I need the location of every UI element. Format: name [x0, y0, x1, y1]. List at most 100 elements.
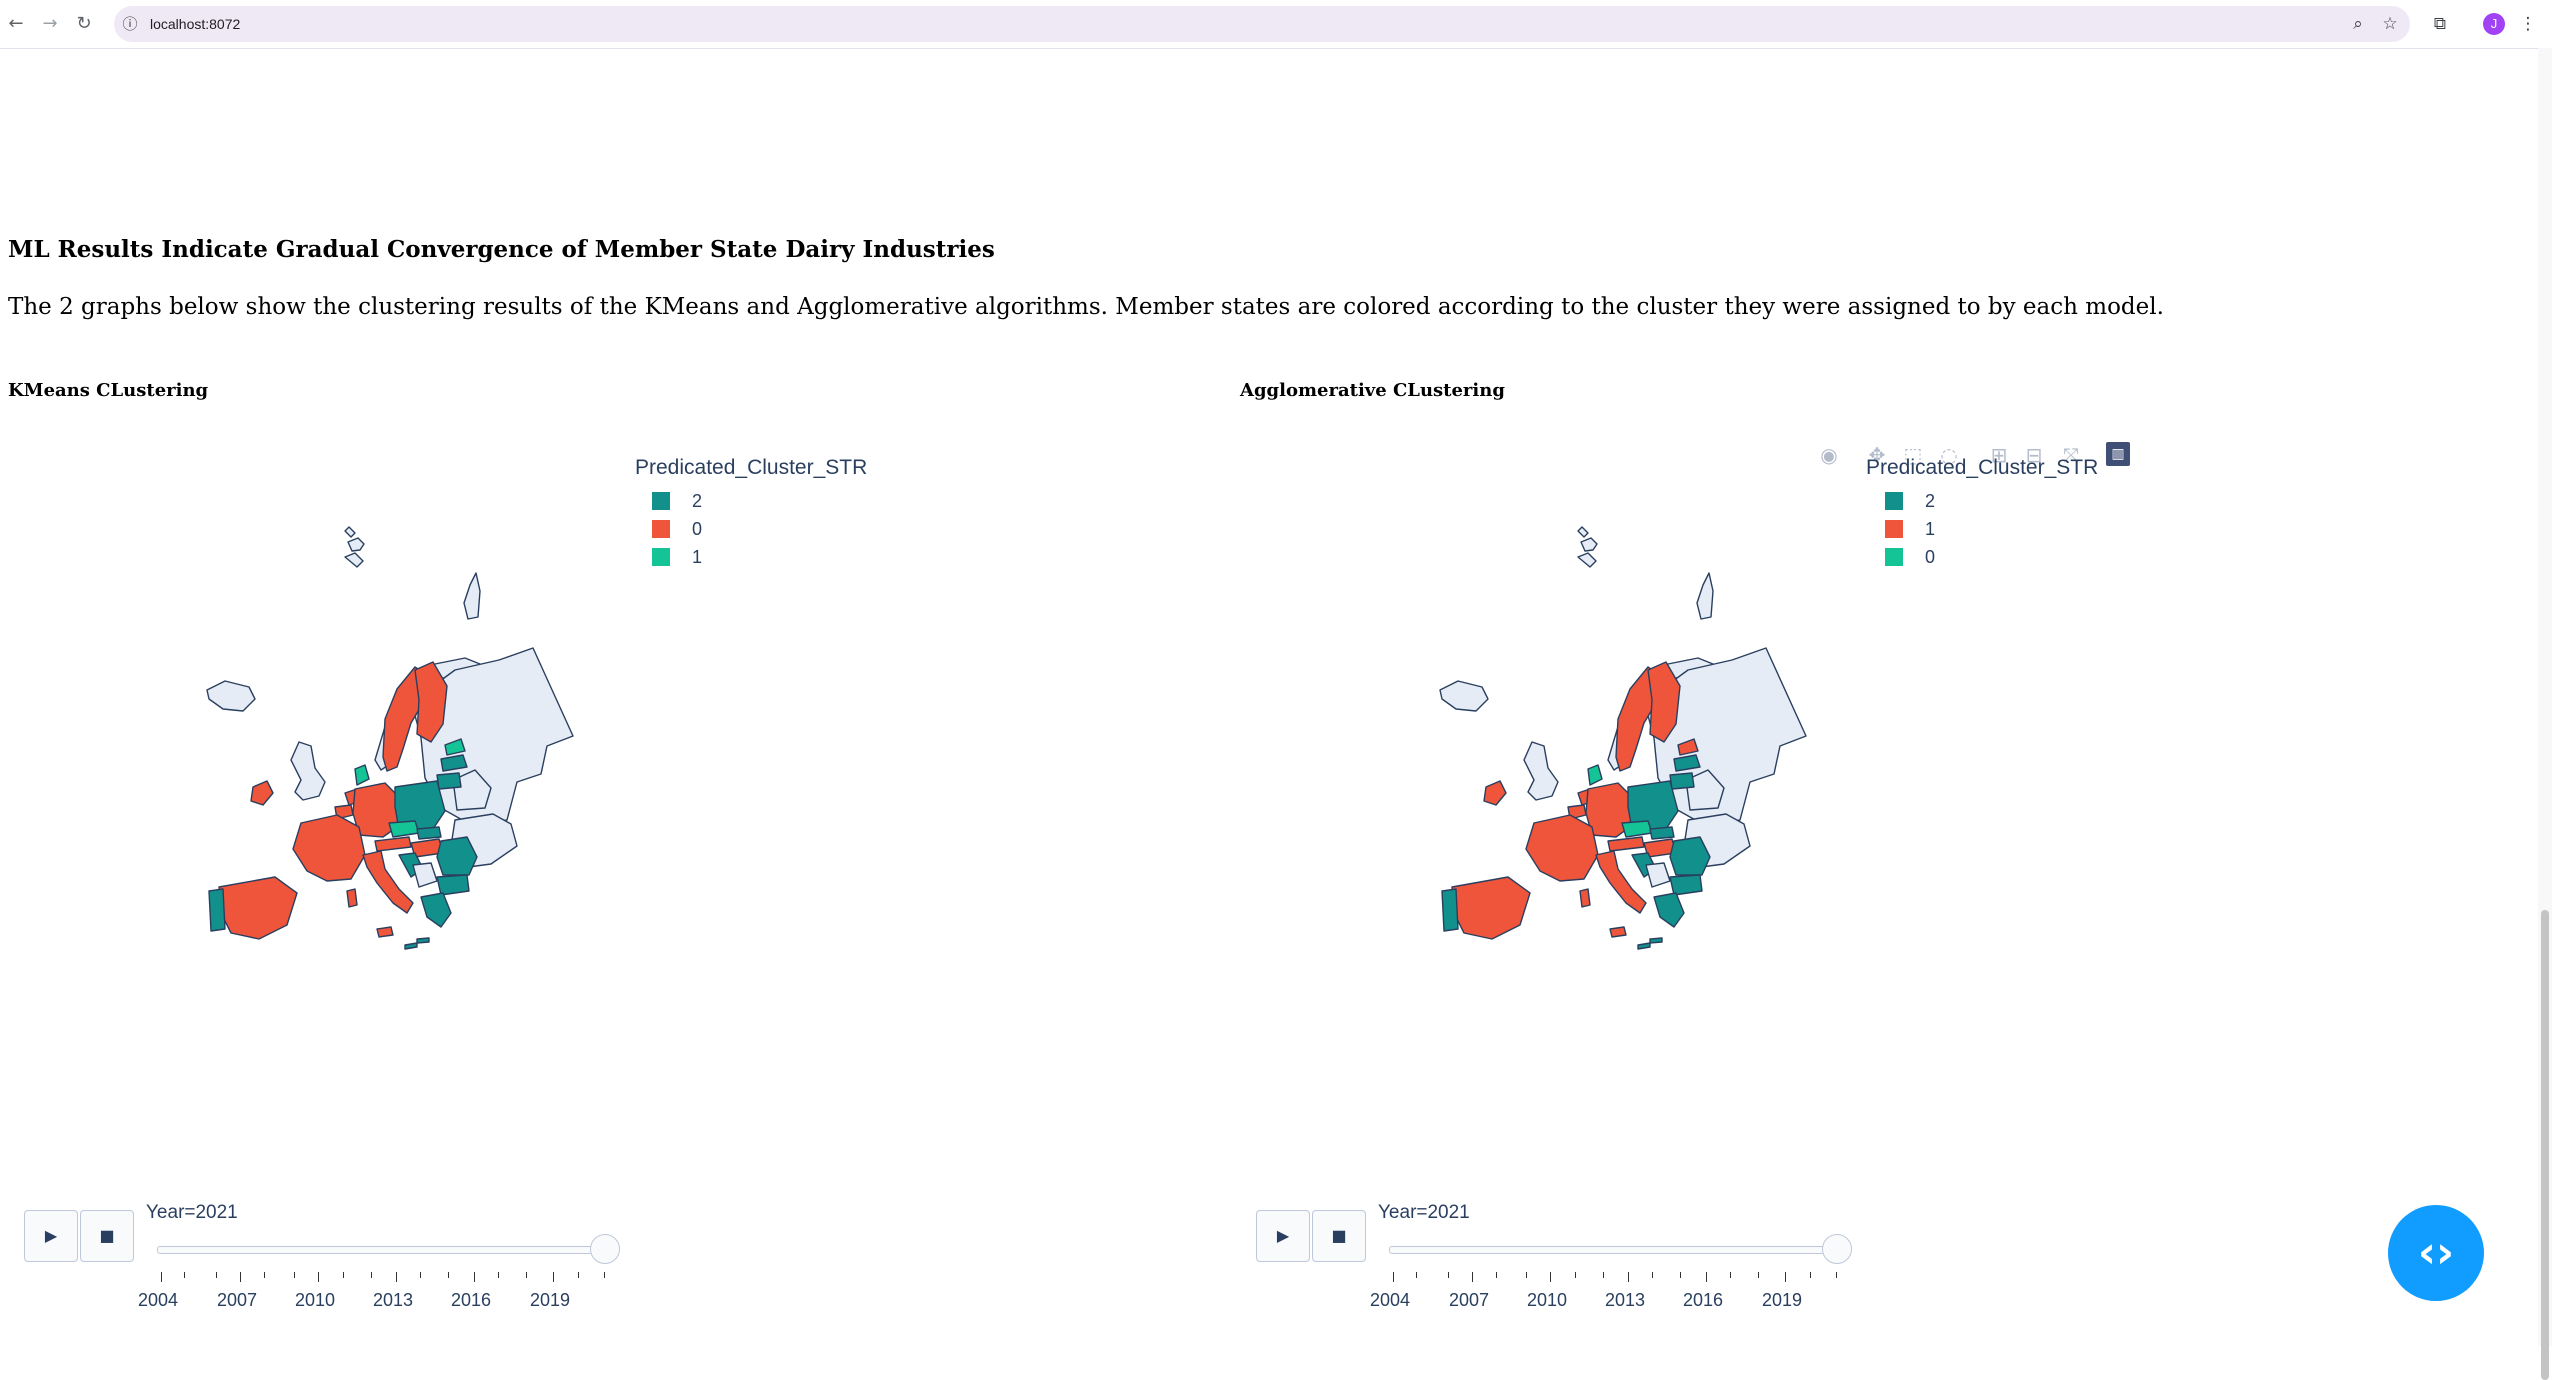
section-title: ML Results Indicate Gradual Convergence …: [8, 236, 995, 263]
agglomerative-tick-label[interactable]: 2013: [1605, 1290, 1646, 1310]
zoom-icon[interactable]: ⌕: [2353, 14, 2363, 34]
legend-label: 1: [692, 547, 703, 567]
legend-swatch: [1885, 520, 1903, 538]
belarus-shape: [452, 769, 492, 811]
czechia-shape: [1621, 820, 1653, 838]
bookmark-star-icon[interactable]: ☆: [2382, 14, 2398, 34]
reload-icon[interactable]: ↻: [76, 13, 92, 34]
kmeans-tick-label[interactable]: 2010: [295, 1290, 336, 1310]
kmeans-tick-label[interactable]: 2007: [217, 1290, 258, 1310]
portugal-shape: [208, 888, 226, 932]
dash-devtools-button[interactable]: ‹›: [2388, 1205, 2484, 1301]
agglomerative-year-slider[interactable]: [1389, 1246, 1841, 1254]
kmeans-tick-label[interactable]: 2004: [138, 1290, 179, 1310]
northern-islands-shape: [344, 526, 356, 538]
cyprus-shape: [404, 942, 418, 950]
legend-swatch: [1885, 548, 1903, 566]
agglomerative-stop-button[interactable]: ■: [1312, 1210, 1366, 1262]
jan-mayen-shape: [344, 552, 364, 568]
slovakia-shape: [1649, 826, 1675, 840]
crete-shape: [1649, 937, 1663, 944]
denmark-shape: [1587, 764, 1603, 786]
finland-shape: [414, 661, 448, 743]
box-select-icon[interactable]: ⬚: [1903, 443, 1923, 467]
kmeans-year-slider[interactable]: [157, 1246, 609, 1254]
kmeans-slider-handle[interactable]: [590, 1234, 620, 1264]
pan-icon[interactable]: ✥: [1868, 443, 1886, 467]
agglomerative-tick-label[interactable]: 2019: [1762, 1290, 1803, 1310]
legend-label: 2: [1925, 491, 1936, 511]
browser-toolbar: ← → ↻ ⓘ localhost:8072 ⌕ ☆ ⧉ J ⋮: [0, 0, 2552, 49]
uk-shape: [1523, 741, 1559, 801]
estonia-shape: [444, 738, 466, 756]
stop-icon: ■: [1331, 1226, 1347, 1245]
url-text[interactable]: localhost:8072: [150, 16, 241, 32]
extensions-icon[interactable]: ⧉: [2433, 14, 2447, 34]
site-info-icon[interactable]: ⓘ: [122, 15, 138, 33]
iceland-shape: [206, 680, 256, 712]
sardinia-shape: [1579, 888, 1591, 908]
profile-avatar[interactable]: J: [2483, 13, 2505, 35]
balkans-shape: [412, 862, 438, 888]
legend-swatch: [652, 520, 670, 538]
zoom-in-icon[interactable]: ⊞: [1990, 443, 2008, 467]
kmeans-tick-label[interactable]: 2016: [451, 1290, 492, 1310]
sicily-shape: [376, 926, 394, 938]
crete-shape: [416, 937, 430, 944]
romania-shape: [436, 836, 478, 876]
uk-shape: [290, 741, 326, 801]
ireland-shape: [250, 780, 274, 806]
germany-shape: [1585, 782, 1633, 838]
greece-shape: [1653, 892, 1685, 928]
romania-shape: [1669, 836, 1711, 876]
jan-mayen-shape: [1577, 552, 1597, 568]
kmeans-year-label: Year=2021: [146, 1202, 238, 1223]
kmeans-europe-map[interactable]: [205, 525, 585, 955]
italy-shape: [362, 850, 414, 914]
back-icon[interactable]: ←: [8, 13, 24, 34]
zoom-out-icon[interactable]: ⊟: [2025, 443, 2043, 467]
address-bar[interactable]: [114, 6, 2410, 42]
lasso-icon[interactable]: ◌: [1940, 443, 1958, 467]
latvia-shape: [440, 754, 468, 772]
bulgaria-shape: [436, 874, 470, 896]
kmeans-legend-title: Predicated_Cluster_STR: [635, 456, 868, 479]
agglomerative-tick-label[interactable]: 2010: [1527, 1290, 1568, 1310]
agglomerative-slider-handle[interactable]: [1822, 1234, 1852, 1264]
balkans-shape: [1645, 862, 1671, 888]
agglomerative-tick-label[interactable]: 2004: [1370, 1290, 1411, 1310]
stop-icon: ■: [99, 1226, 115, 1245]
agglomerative-legend-title: Predicated_Cluster_STR: [1866, 456, 2099, 479]
agglomerative-tick-label[interactable]: 2016: [1683, 1290, 1724, 1310]
sicily-shape: [1609, 926, 1627, 938]
agglomerative-year-label: Year=2021: [1378, 1202, 1470, 1223]
agglomerative-europe-map[interactable]: [1438, 525, 1818, 955]
slovakia-shape: [416, 826, 442, 840]
greece-shape: [420, 892, 452, 928]
kmeans-tick-label[interactable]: 2019: [530, 1290, 571, 1310]
legend-swatch: [652, 548, 670, 566]
page-scrollbar[interactable]: [2538, 48, 2552, 1380]
germany-shape: [352, 782, 400, 838]
ireland-shape: [1483, 780, 1507, 806]
plotly-logo-icon[interactable]: ▥: [2106, 442, 2130, 466]
legend-swatch: [1885, 492, 1903, 510]
legend-label: 1: [1925, 519, 1936, 539]
kmeans-tick-label[interactable]: 2013: [373, 1290, 414, 1310]
agglomerative-tick-label[interactable]: 2007: [1449, 1290, 1490, 1310]
scrollbar-thumb[interactable]: [2541, 910, 2549, 1380]
autoscale-icon[interactable]: ⤧: [2063, 443, 2079, 467]
france-shape: [292, 814, 366, 882]
kmeans-graph-title: KMeans CLustering: [8, 380, 209, 401]
kmeans-stop-button[interactable]: ■: [80, 1210, 134, 1262]
camera-icon[interactable]: ◉: [1820, 443, 1838, 467]
forward-icon[interactable]: →: [42, 13, 58, 34]
northern-islands-shape: [1577, 526, 1589, 538]
france-shape: [1525, 814, 1599, 882]
kmeans-play-button[interactable]: ▶: [24, 1210, 78, 1262]
belarus-shape: [1685, 769, 1725, 811]
legend-label: 0: [692, 519, 703, 539]
agglomerative-play-button[interactable]: ▶: [1256, 1210, 1310, 1262]
menu-icon[interactable]: ⋮: [2519, 14, 2537, 34]
code-icon: ‹›: [2417, 1227, 2455, 1278]
